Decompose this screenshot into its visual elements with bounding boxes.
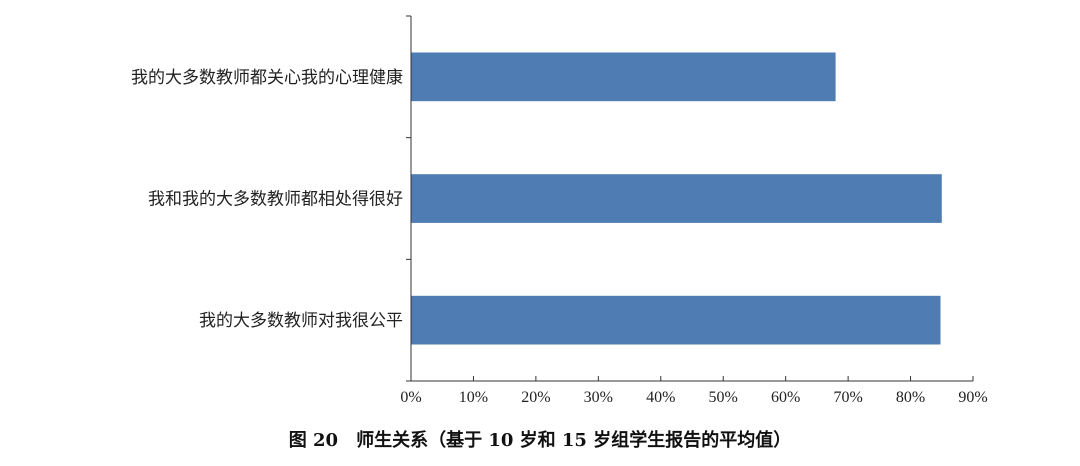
x-tick-label: 60% xyxy=(771,389,800,406)
x-tick-label: 10% xyxy=(459,389,488,406)
x-tick-label: 80% xyxy=(896,389,925,406)
bars-layer xyxy=(411,52,942,345)
chart-caption: 图 20 师生关系（基于 10 岁和 15 岁组学生报告的平均值） xyxy=(289,429,791,451)
category-label-2: 我和我的大多数教师都相处得很好 xyxy=(148,190,403,210)
x-tick-label: 20% xyxy=(521,389,550,406)
x-tick-label: 90% xyxy=(958,389,987,406)
x-tick-label: 50% xyxy=(709,389,738,406)
category-label-3: 我的大多数教师对我很公平 xyxy=(199,311,403,331)
bar-1 xyxy=(411,52,836,102)
bar-2 xyxy=(411,174,942,223)
axes: 0% 10% 20% 30% 40% 50% 60% 70% 80% 90% xyxy=(400,15,988,406)
x-tick-label: 30% xyxy=(584,389,613,406)
bar-3 xyxy=(411,295,941,345)
category-label-1: 我的大多数教师都关心我的心理健康 xyxy=(131,68,403,88)
category-labels: 我的大多数教师都关心我的心理健康我和我的大多数教师都相处得很好我的大多数教师对我… xyxy=(131,68,403,331)
x-tick-label: 40% xyxy=(646,389,675,406)
x-tick-label: 0% xyxy=(400,389,421,406)
x-tick-label: 70% xyxy=(833,389,862,406)
